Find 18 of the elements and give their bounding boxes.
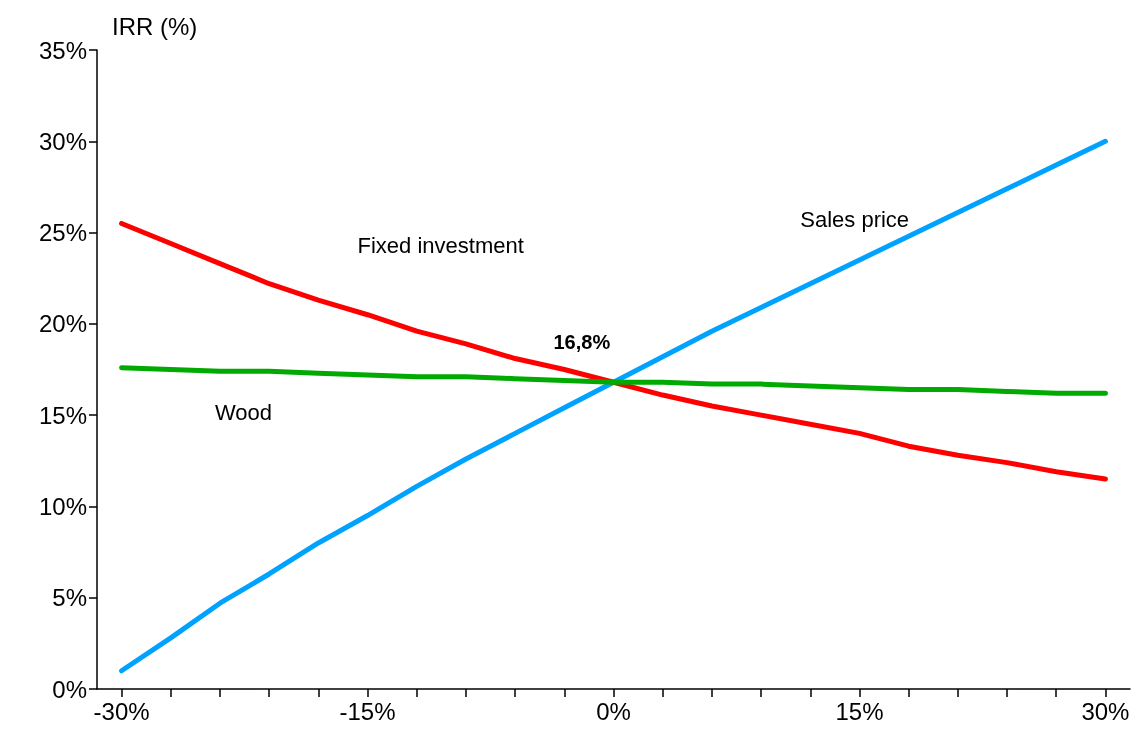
y-tick-label: 15% bbox=[38, 401, 87, 429]
y-tick-label: 5% bbox=[52, 584, 87, 612]
y-tick-label: 20% bbox=[38, 310, 87, 338]
x-tick-label: 15% bbox=[835, 697, 884, 725]
y-tick-label: 10% bbox=[38, 492, 87, 520]
x-tick-label: 0% bbox=[596, 697, 631, 725]
y-tick-label: 0% bbox=[52, 675, 87, 703]
x-tick-label: -30% bbox=[93, 697, 150, 725]
x-tick-label: -15% bbox=[339, 697, 396, 725]
y-tick-label: 30% bbox=[38, 127, 87, 155]
series-label: Wood bbox=[214, 399, 273, 425]
annotation: 16,8% bbox=[553, 331, 611, 354]
series-label: Sales price bbox=[800, 207, 910, 233]
x-tick-label: 30% bbox=[1081, 697, 1130, 725]
text: Fixed investment bbox=[357, 233, 524, 259]
y-axis-title: IRR (%) bbox=[112, 12, 198, 40]
y-tick-label: 25% bbox=[38, 219, 87, 247]
y-tick-label: 35% bbox=[38, 36, 87, 64]
